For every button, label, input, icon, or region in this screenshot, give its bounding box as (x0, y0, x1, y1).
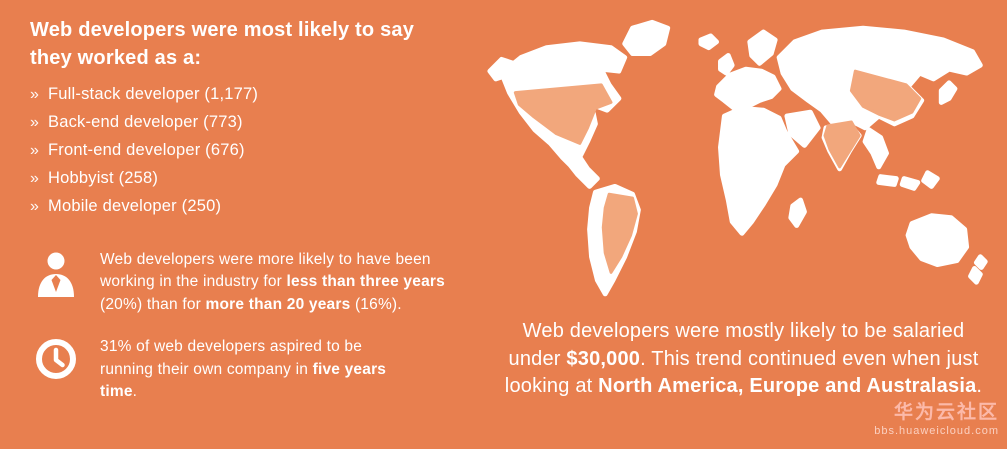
map-highlight-china (849, 69, 922, 122)
watermark-url: bbs.huaweicloud.com (874, 425, 999, 437)
chevron-bullet: » (30, 86, 39, 103)
region-madagascar (788, 197, 807, 228)
caption-part: . This trend continued even when just lo… (504, 347, 979, 398)
map-highlight-usa (513, 83, 613, 145)
person-icon (30, 249, 82, 316)
caption-bold: $30,000 (566, 347, 641, 370)
chevron-bullet: » (30, 114, 39, 131)
fact-text-bold: five years time (100, 360, 387, 401)
caption-part: . (976, 375, 983, 398)
fact-text-part: (20%) than for (100, 295, 206, 313)
fact-text-part: . (132, 383, 138, 401)
role-label: Back-end developer (773) (48, 113, 243, 131)
chevron-bullet: » (30, 170, 39, 187)
industry-experience-fact: Web developers were more likely to have … (30, 249, 475, 316)
region-southeast-asia (862, 127, 889, 170)
section-title: Web developers were most likely to say t… (30, 19, 415, 69)
region-japan (938, 80, 958, 105)
region-indonesia (921, 170, 940, 189)
caption-bold: North America, Europe and Australasia (598, 375, 977, 398)
map-highlight-india (823, 120, 861, 169)
continent-europe (714, 66, 782, 111)
continent-greenland (622, 19, 671, 56)
region-iceland (698, 33, 719, 51)
role-label: Front-end developer (676) (48, 141, 245, 159)
clock-icon (30, 336, 82, 403)
caption-part: Web developers were mostly likely to be … (508, 320, 965, 370)
region-new-zealand (973, 254, 988, 270)
salary-caption: Web developers were mostly likely to be … (505, 318, 983, 401)
world-map (487, 19, 988, 297)
fact-text-bold: more than 20 years (205, 295, 351, 313)
right-column: Web developers were mostly likely to be … (486, 8, 1001, 401)
region-new-zealand (968, 266, 983, 285)
company-aspiration-fact: 31% of web developers aspired to be runn… (30, 336, 475, 403)
chevron-bullet: » (30, 198, 39, 215)
continent-africa (718, 105, 800, 236)
region-united-kingdom (718, 53, 735, 76)
fact-text-part: Web developers were more likely to have … (100, 251, 431, 291)
region-indonesia (876, 174, 899, 187)
continent-australia (905, 213, 970, 267)
watermark: 华为云社区 bbs.huaweicloud.com (874, 397, 999, 437)
chevron-bullet: » (30, 142, 39, 159)
list-item: » Full-stack developer (1,177) (30, 85, 475, 113)
region-indonesia (899, 176, 921, 191)
role-label: Mobile developer (250) (48, 197, 222, 215)
fact-text-part: 31% of web developers aspired to be runn… (100, 338, 363, 378)
fact-text: 31% of web developers aspired to be runn… (100, 336, 390, 403)
list-item: » Hobbyist (258) (30, 169, 475, 197)
region-scandinavia (747, 29, 778, 66)
list-item: » Front-end developer (676) (30, 141, 475, 169)
map-highlight-brazil (601, 192, 638, 274)
region-arabian-peninsula (784, 109, 821, 148)
list-item: » Back-end developer (773) (30, 113, 475, 141)
role-label: Full-stack developer (1,177) (48, 85, 259, 103)
role-label: Hobbyist (258) (48, 169, 159, 187)
watermark-text: 华为云社区 (893, 402, 999, 423)
fact-text: Web developers were more likely to have … (100, 249, 450, 316)
fact-text-part: (16%). (350, 295, 402, 313)
left-column: Web developers were most likely to say t… (30, 16, 475, 404)
list-item: » Mobile developer (250) (30, 197, 475, 225)
developer-roles-list: » Full-stack developer (1,177) » Back-en… (30, 85, 475, 225)
fact-text-bold: less than three years (286, 273, 445, 291)
